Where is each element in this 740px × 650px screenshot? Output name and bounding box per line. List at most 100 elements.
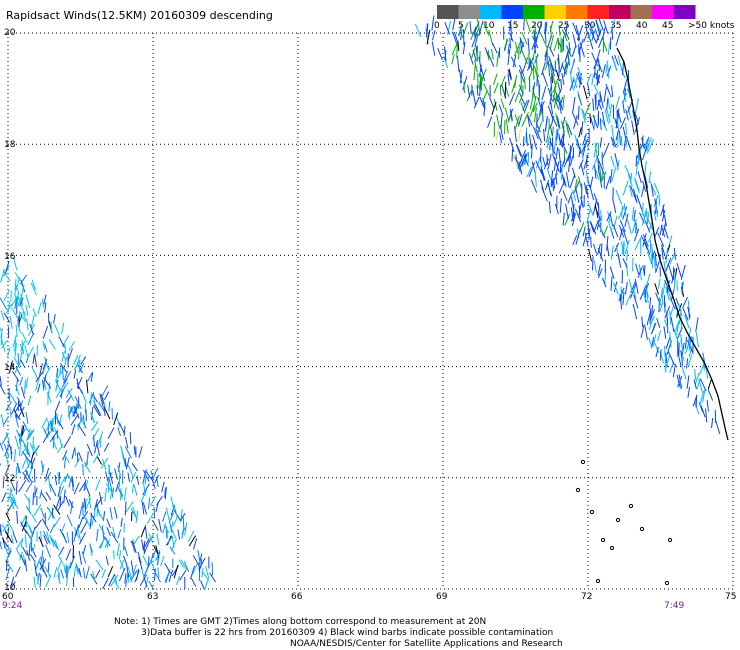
wind-barb	[551, 153, 558, 166]
wind-barb	[90, 372, 94, 382]
wind-barb	[126, 457, 130, 468]
scale-swatch	[480, 5, 502, 19]
wind-barb	[55, 379, 59, 392]
wind-barb	[60, 382, 69, 393]
island	[595, 578, 601, 584]
wind-barb	[551, 72, 553, 84]
wind-barb	[181, 525, 187, 535]
wind-barb	[0, 441, 4, 451]
wind-barb	[65, 576, 68, 587]
wind-barb	[509, 37, 512, 49]
wind-barb	[665, 286, 670, 301]
wind-barb	[162, 523, 167, 534]
wind-barb	[649, 297, 652, 309]
wind-barb	[148, 580, 155, 591]
wind-barb	[536, 121, 543, 135]
wind-barb	[620, 117, 626, 129]
wind-barb	[75, 524, 79, 537]
wind-barb	[565, 60, 570, 73]
wind-barb	[19, 352, 23, 366]
wind-barb	[179, 570, 187, 581]
wind-barb	[24, 380, 26, 394]
wind-barb	[549, 125, 553, 136]
wind-barb	[82, 415, 86, 429]
wind-barb	[22, 471, 30, 483]
wind-barb	[64, 473, 69, 483]
wind-barb	[452, 18, 456, 31]
wind-barb	[7, 301, 11, 313]
wind-barb	[107, 566, 114, 578]
wind-barb	[79, 363, 85, 373]
wind-barb	[659, 301, 664, 313]
wind-barb	[20, 425, 24, 435]
wind-barb	[21, 331, 28, 344]
wind-barb	[117, 529, 122, 539]
wind-barb	[606, 98, 609, 111]
wind-barb	[563, 61, 567, 78]
wind-barb	[149, 495, 157, 507]
wind-barb	[21, 459, 26, 469]
wind-barb	[135, 510, 139, 524]
wind-barb	[124, 458, 128, 470]
wind-barb	[527, 60, 532, 72]
wind-barb	[641, 145, 648, 161]
wind-barb	[551, 137, 554, 154]
wind-barb	[104, 487, 107, 502]
wind-barb	[572, 235, 578, 245]
wind-barb	[138, 556, 143, 571]
wind-barb	[188, 535, 197, 547]
wind-barb	[86, 444, 93, 457]
wind-barb	[127, 472, 130, 482]
wind-barb	[85, 566, 90, 580]
wind-barb	[20, 284, 25, 297]
wind-barb	[127, 572, 133, 583]
wind-barb	[503, 39, 508, 50]
wind-barb	[514, 41, 519, 54]
wind-barb	[597, 202, 600, 217]
wind-barb	[526, 114, 533, 127]
wind-barb	[589, 115, 595, 130]
wind-barb	[0, 413, 5, 428]
wind-barb	[65, 548, 72, 561]
wind-barb	[61, 366, 64, 381]
wind-barb	[527, 115, 531, 128]
wind-barb	[95, 479, 101, 491]
wind-barb	[106, 526, 111, 537]
footer-credit: NOAA/NESDIS/Center for Satellite Applica…	[290, 639, 563, 649]
wind-barb	[157, 551, 160, 566]
wind-barb	[652, 334, 657, 347]
longitude-label: 66	[291, 592, 303, 602]
wind-swath-right	[414, 15, 721, 435]
wind-barb	[578, 127, 582, 138]
wind-barb	[31, 366, 39, 380]
wind-barb	[601, 111, 606, 128]
wind-barb	[59, 437, 63, 448]
wind-barb	[555, 69, 560, 82]
wind-barb	[68, 341, 76, 351]
wind-barb	[505, 119, 509, 134]
wind-barb	[129, 432, 132, 445]
wind-barb	[16, 292, 20, 303]
wind-barb	[670, 298, 676, 310]
wind-barb	[623, 203, 627, 217]
wind-barb	[150, 559, 156, 572]
wind-barb	[474, 33, 479, 48]
wind-barb	[552, 139, 558, 155]
wind-barb	[99, 436, 102, 448]
wind-barb	[602, 27, 606, 40]
wind-barb	[514, 114, 520, 126]
wind-barb	[583, 102, 591, 118]
wind-barb	[523, 19, 525, 31]
wind-barb	[518, 84, 524, 95]
wind-barb	[632, 218, 637, 233]
wind-barb	[25, 304, 29, 316]
wind-barb	[541, 86, 547, 101]
wind-barb	[54, 539, 60, 551]
wind-barb	[598, 35, 604, 49]
wind-barb	[43, 534, 48, 545]
wind-barb	[583, 182, 588, 195]
wind-barb	[169, 546, 176, 555]
wind-barb	[522, 136, 525, 147]
wind-barb	[96, 456, 103, 465]
wind-barb	[647, 218, 654, 231]
